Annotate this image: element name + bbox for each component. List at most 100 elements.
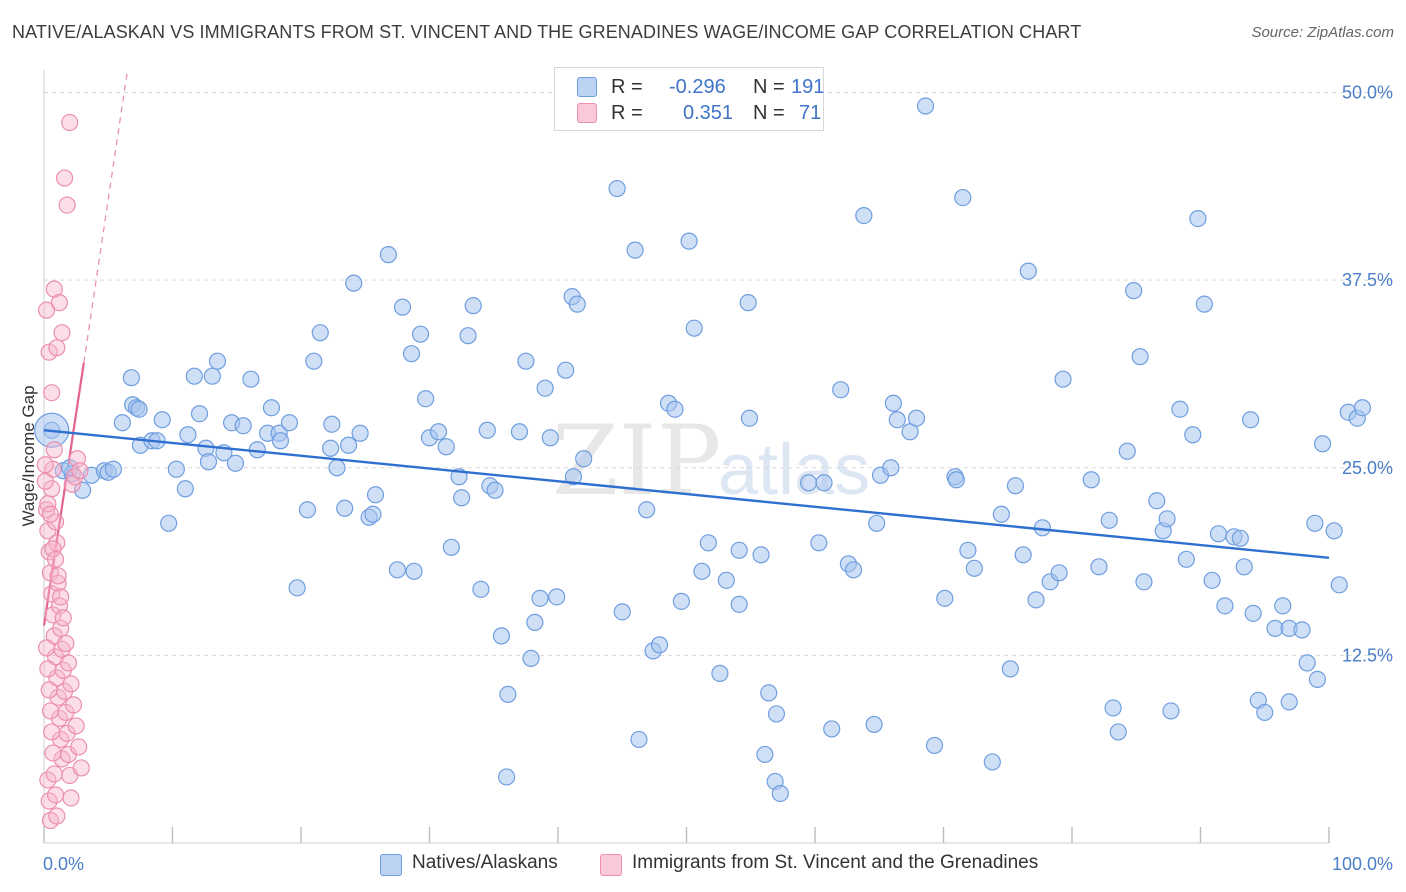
native-point [650, 636, 669, 654]
native-point [160, 514, 178, 532]
native-point [510, 423, 529, 441]
immigrant-point [45, 441, 63, 459]
native-point [1244, 604, 1262, 622]
legend-n-value: 71 [799, 102, 822, 124]
native-point [767, 705, 786, 723]
immigrant-point [41, 505, 60, 523]
immigrant-point [59, 654, 78, 672]
native-point [1131, 348, 1149, 366]
immigrant-point [39, 771, 57, 789]
bottom-legend-swatch-pink [600, 854, 622, 876]
y-tick-label: 50.0% [1342, 83, 1393, 103]
immigrant-point [71, 462, 89, 480]
immigrant-point [52, 619, 70, 637]
native-point [1100, 511, 1118, 529]
legend-n-value: 191 [791, 76, 825, 98]
native-point [855, 206, 873, 225]
native-point [810, 534, 828, 552]
native-point [242, 370, 260, 388]
immigrant-point [37, 639, 56, 657]
native-point [234, 417, 252, 435]
y-tick-label: 25.0% [1342, 458, 1393, 478]
native-point [992, 505, 1010, 523]
immigrant-point [57, 634, 75, 652]
native-point [685, 319, 703, 337]
native-point [965, 559, 983, 577]
native-point [844, 561, 863, 579]
native-point [1308, 670, 1327, 688]
native-point [1353, 399, 1372, 417]
native-point [717, 571, 735, 589]
native-point [179, 426, 197, 444]
immigrant-point [53, 324, 71, 342]
native-point [351, 424, 369, 442]
native-point [208, 352, 227, 370]
native-point [564, 468, 583, 486]
native-point [405, 562, 423, 580]
native-point [823, 720, 841, 738]
native-point [73, 481, 92, 499]
native-point [771, 784, 789, 803]
native-point [271, 432, 290, 450]
native-point [711, 664, 729, 682]
native-point [739, 294, 757, 312]
native-point [1027, 591, 1045, 609]
immigrant-point [62, 789, 80, 807]
native-point [393, 298, 412, 316]
native-trend-line [43, 429, 1330, 560]
native-point [1189, 209, 1207, 228]
native-point [517, 352, 535, 370]
immigrant-point [39, 660, 57, 678]
immigrant-point [43, 384, 61, 402]
native-point [486, 481, 504, 499]
immigrant-point [40, 681, 58, 699]
native-point [459, 327, 477, 345]
immigrant-point [45, 765, 63, 783]
native-point [305, 352, 323, 370]
blue-trend [43, 429, 1330, 560]
bottom-legend-label: Immigrants from St. Vincent and the Gren… [632, 852, 1039, 873]
native-point [1019, 262, 1037, 280]
native-point [888, 411, 906, 429]
native-point [1177, 550, 1195, 568]
native-point [1280, 693, 1298, 711]
native-point [1148, 492, 1166, 510]
native-point [1082, 471, 1100, 489]
legend-n-label: N = [753, 102, 785, 124]
immigrant-point [40, 792, 58, 810]
native-point [339, 436, 358, 454]
native-point [1001, 660, 1019, 678]
native-point [478, 421, 496, 439]
immigrant-point [48, 339, 66, 357]
native-point [336, 499, 354, 517]
immigrant-point [54, 609, 72, 627]
native-point [190, 405, 209, 423]
immigrant-point [50, 294, 69, 312]
native-point [1209, 525, 1228, 543]
native-point [666, 400, 684, 418]
native-point [752, 546, 770, 564]
native-point [429, 423, 448, 441]
native-point [328, 459, 346, 477]
watermark: ZIP atlas [552, 405, 870, 517]
native-point [185, 367, 203, 385]
native-point [167, 460, 185, 478]
native-point [531, 589, 549, 607]
immigrant-point [39, 495, 57, 513]
legend-r-label: R = [611, 102, 643, 124]
native-point [672, 592, 690, 610]
x-tick-label-min: 0.0% [43, 854, 84, 874]
native-point [104, 460, 122, 478]
native-point [345, 274, 363, 292]
immigrant-trend-extension [83, 69, 129, 363]
native-point [453, 489, 471, 507]
immigrant-point [41, 702, 60, 720]
native-point [437, 438, 455, 456]
chart-title: NATIVE/ALASKAN VS IMMIGRANTS FROM ST. VI… [12, 22, 1082, 42]
immigrant-point [70, 738, 88, 756]
native-point [832, 381, 850, 399]
immigrant-point [43, 585, 61, 603]
native-point [608, 179, 626, 198]
bottom-legend-label: Natives/Alaskans [412, 852, 558, 873]
